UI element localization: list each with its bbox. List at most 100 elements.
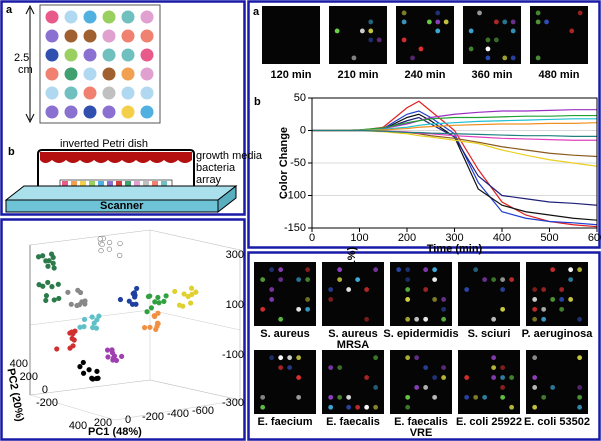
scan-dot (577, 394, 583, 400)
pca-grid (29, 230, 241, 421)
pca-point (51, 297, 57, 303)
scan-dot (509, 277, 515, 282)
scan-dot (441, 375, 447, 380)
array-cell (116, 181, 122, 186)
time-label: 360 min (472, 69, 513, 81)
pca-point (40, 283, 46, 289)
scan-dot (426, 19, 432, 25)
pca-point (109, 347, 115, 353)
scan-dot (401, 37, 407, 43)
scan-dot (500, 365, 506, 370)
array-cell (89, 181, 95, 186)
pca-point (55, 281, 61, 287)
scan-dot (477, 10, 482, 16)
scan-dot (532, 375, 538, 380)
array-dot (121, 67, 135, 81)
array-cell (143, 181, 149, 186)
scan-dot (260, 306, 266, 312)
scan-dot (432, 394, 438, 400)
pca-point (154, 320, 161, 326)
scan-dot (278, 277, 284, 282)
scan-dot (296, 375, 302, 380)
scan-dot (368, 37, 374, 43)
pca-point (188, 300, 194, 306)
scan-image (262, 6, 320, 64)
pc2-tick-label: 400 (10, 358, 28, 370)
scan-dot (401, 19, 407, 25)
scan-dot (568, 297, 574, 302)
pca-point (93, 325, 100, 331)
scan-dot (269, 355, 275, 361)
scan-dot (269, 287, 275, 292)
series-line (312, 122, 598, 132)
scan-dot (509, 375, 515, 380)
pca-point (147, 324, 153, 330)
x-tick-label: 200 (398, 232, 416, 244)
scan-dot (473, 394, 479, 400)
scan-dot (423, 267, 429, 273)
time-label: 240 min (405, 69, 446, 81)
scan-dot (414, 385, 420, 390)
array-cell (71, 181, 77, 186)
scan-dot (337, 365, 343, 370)
bacteria-label: E. coli 25922 (456, 416, 522, 428)
setup-label: growth media (196, 150, 263, 162)
scan-dot (305, 297, 311, 302)
panel-label: b (254, 96, 261, 108)
setup-label: inverted Petri dish (60, 138, 148, 150)
scan-dot (532, 355, 538, 361)
pca-box (29, 229, 241, 401)
array-cell (107, 181, 113, 186)
array-dot (64, 105, 78, 119)
pc2-tick-label: 200 (20, 371, 38, 383)
setup-label: array (196, 174, 222, 186)
pca-point (43, 297, 49, 304)
scan-dot (568, 277, 574, 282)
scan-dot (491, 277, 497, 282)
time-label: 210 min (338, 69, 379, 81)
panel-label: a (253, 6, 260, 18)
pca-point (163, 293, 169, 299)
pca-point (189, 291, 195, 297)
scan-dot (569, 28, 575, 34)
scan-dot (491, 316, 497, 322)
scan-dot (441, 306, 447, 312)
array-dot (140, 10, 154, 24)
scan-dot (491, 355, 497, 361)
scan-dot (532, 404, 538, 410)
panel-border (247, 0, 601, 249)
pca-point (67, 345, 73, 351)
scan-dot (328, 287, 334, 292)
array-cell (80, 181, 86, 186)
scan-dot (500, 375, 506, 380)
scan-dot (493, 37, 499, 43)
series-line (312, 100, 598, 228)
scan-dot (328, 297, 334, 302)
pca-point (68, 301, 74, 307)
pca-point (106, 246, 112, 252)
pca-point (94, 368, 100, 374)
series-line (312, 110, 598, 226)
scan-dot (405, 355, 411, 361)
pca-point (176, 302, 183, 308)
pca-point (117, 296, 124, 303)
scan-dot (423, 316, 429, 322)
array-dot (83, 48, 97, 62)
x-tick-label: 100 (350, 232, 368, 244)
pca-point (56, 295, 62, 302)
scan-dot (532, 287, 538, 292)
scan-dot (432, 267, 438, 273)
pca-point (134, 285, 140, 292)
array-dot (121, 10, 135, 24)
scan-dot (414, 355, 420, 361)
array-dot (102, 48, 116, 62)
pca-point (45, 279, 51, 286)
array-dot (140, 48, 154, 62)
pca-point (106, 239, 113, 246)
x-tick-label: 500 (540, 232, 558, 244)
array-frame (39, 4, 161, 124)
scan-dot (278, 365, 284, 370)
scan-dot (491, 375, 497, 380)
